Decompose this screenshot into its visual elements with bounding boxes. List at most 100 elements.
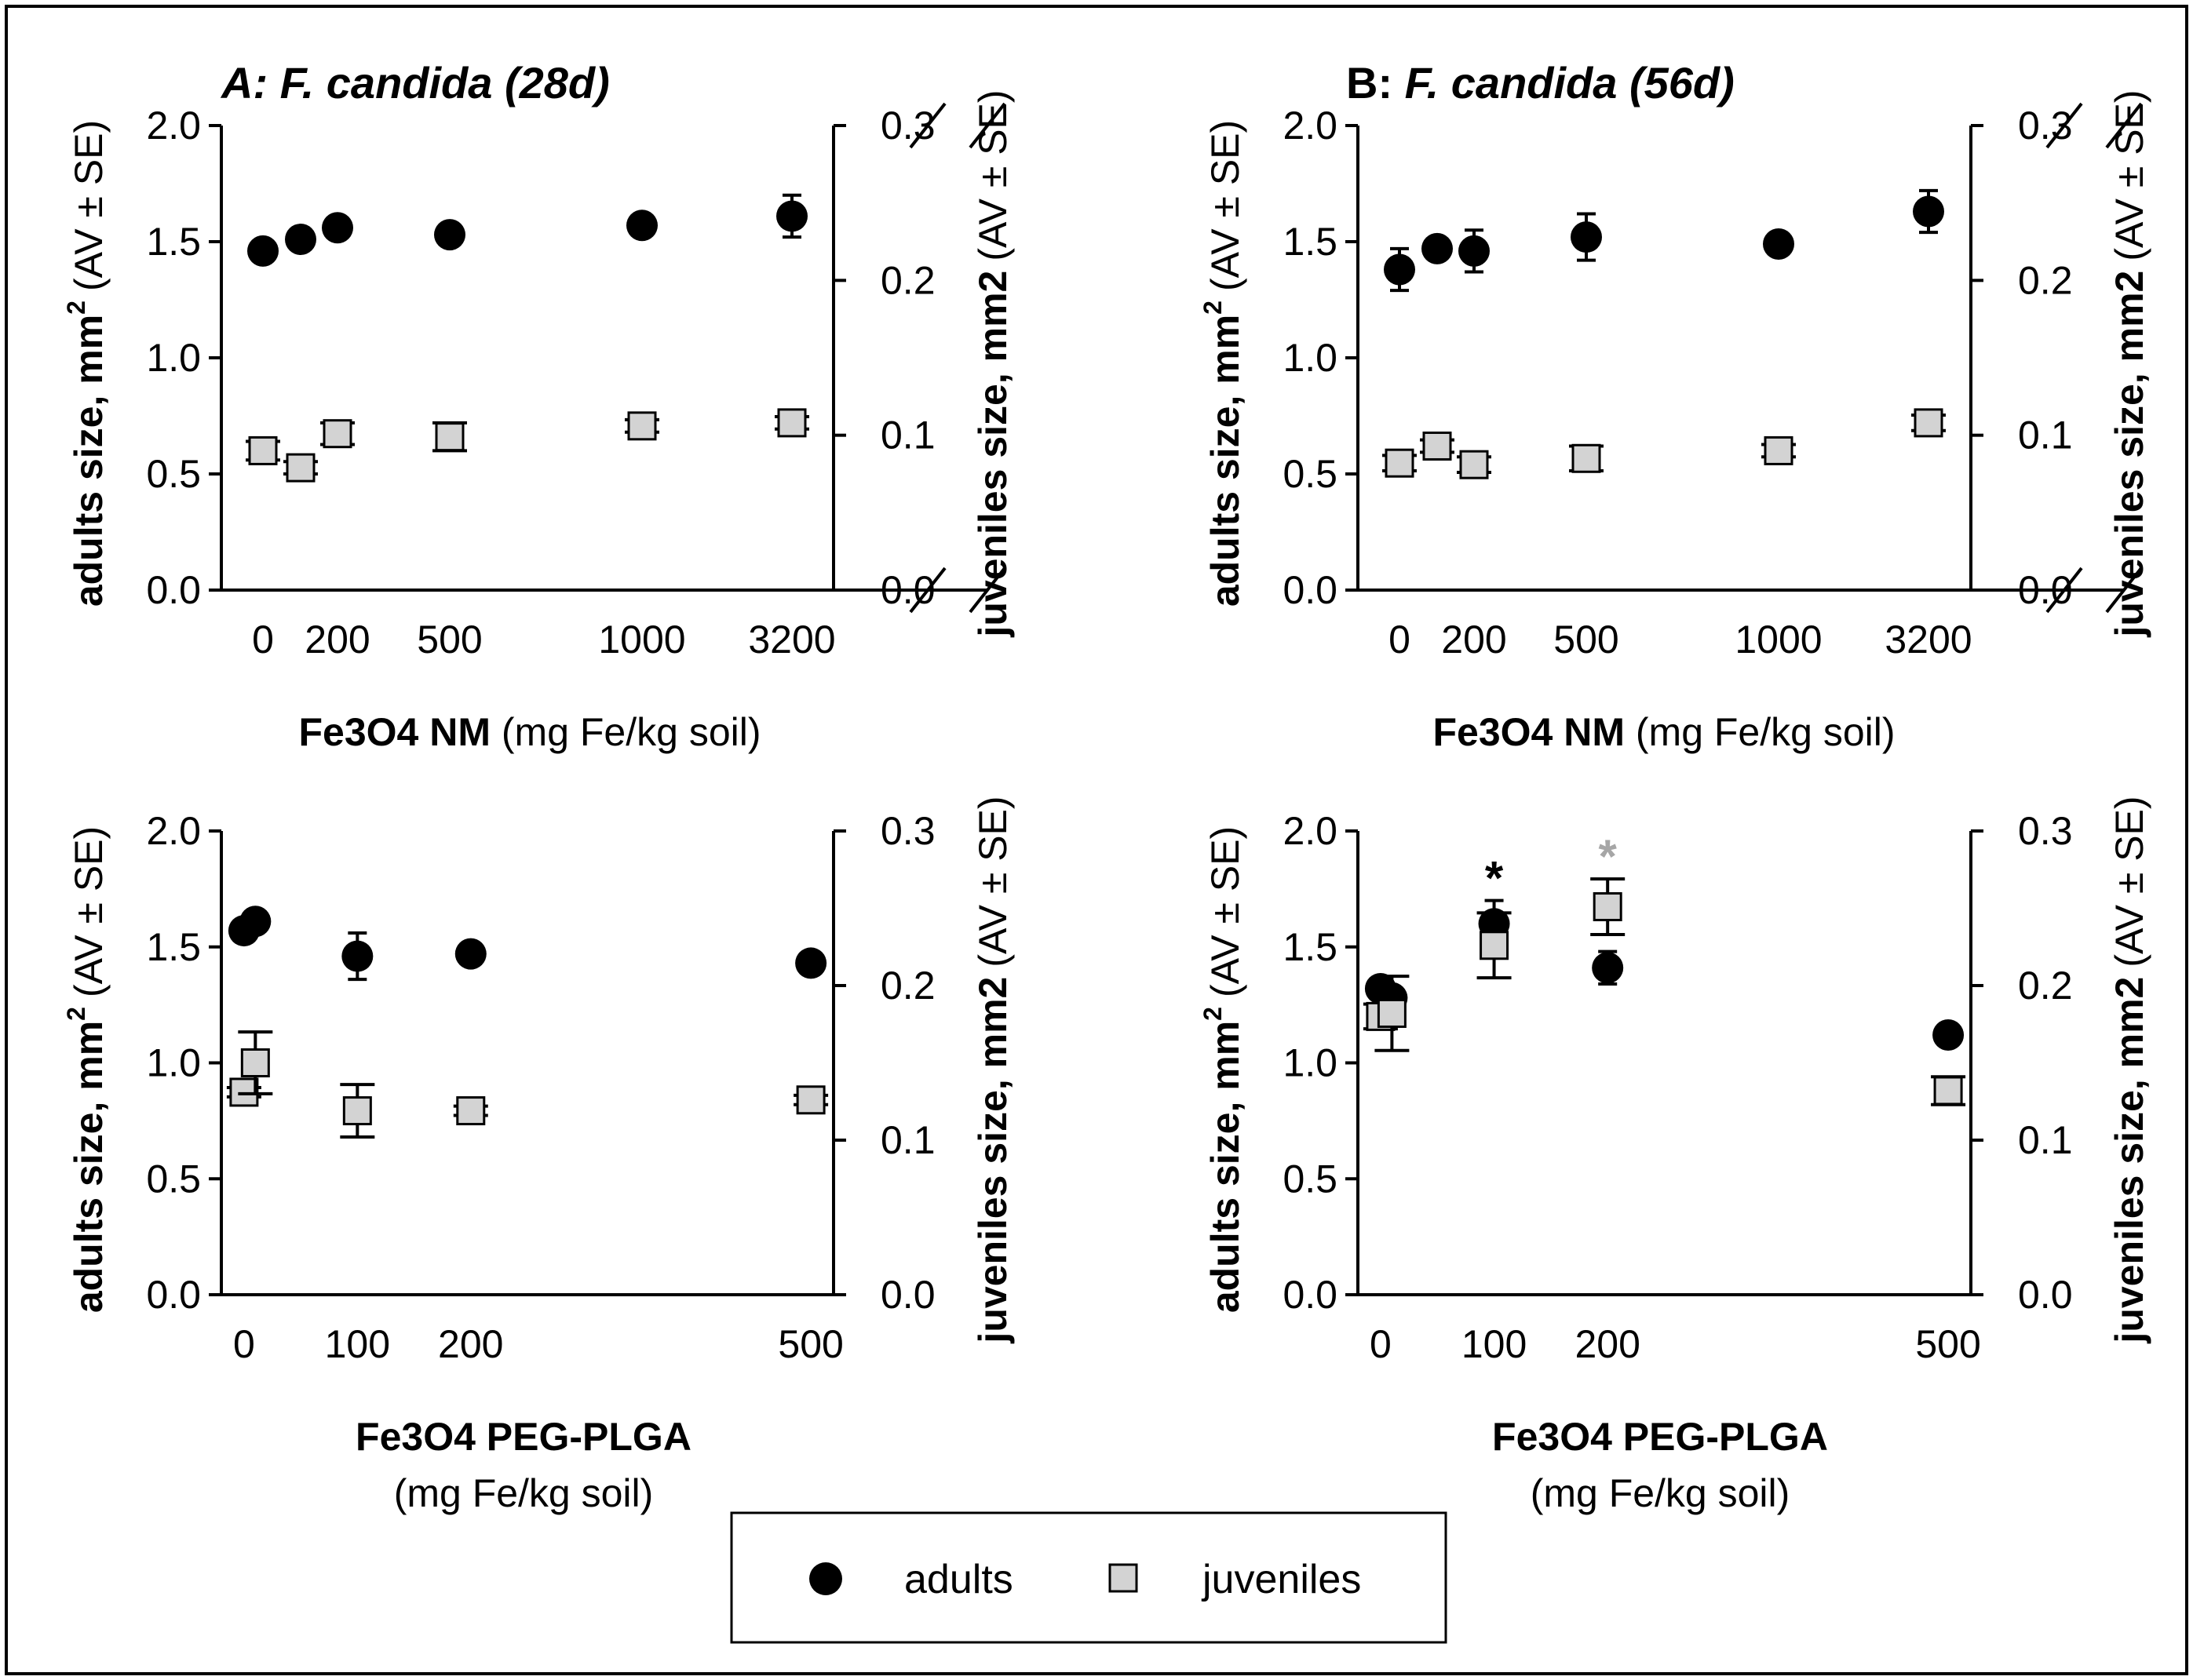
x-tick-label: 200: [438, 1322, 503, 1366]
panel-b-title: B: F. candida (56d): [1346, 58, 1735, 108]
adults-point: [1384, 253, 1415, 286]
x-tick-label: 0: [1370, 1322, 1392, 1366]
adults-point: [1421, 232, 1453, 264]
x-tick-label: 3200: [1885, 618, 1972, 661]
x-tick-label: 500: [417, 618, 482, 661]
axis-break-mark: [2105, 102, 2143, 149]
juveniles-point: [1571, 443, 1601, 473]
juveniles-point: [323, 419, 352, 449]
panel-b-xlabel: Fe3O4 NM (mg Fe/kg soil): [1432, 710, 1895, 754]
y-tick-label-left: 2.0: [146, 809, 201, 853]
panel-d-xlabel-title: Fe3O4 PEG-PLGA: [1492, 1415, 1828, 1459]
axis-break-mark: [969, 567, 1006, 614]
panel-d-xlabel-units: (mg Fe/kg soil): [1531, 1471, 1790, 1515]
adults-point: [1932, 1019, 1965, 1051]
x-tick-label: 500: [1915, 1322, 1980, 1366]
y-tick-label-right: 0.0: [881, 1273, 936, 1317]
x-tick-label: 3200: [748, 618, 835, 661]
y-tick-label-left: 0.5: [146, 452, 201, 496]
axis-break-mark: [2045, 567, 2083, 614]
y-tick-label-left: 0.0: [1283, 1273, 1337, 1317]
axis-break-mark: [969, 102, 1006, 149]
panel-b-ylabel-left: adults size, mm2(AV ± SE): [1199, 120, 1247, 607]
juveniles-point: [1764, 435, 1793, 465]
y-tick-label-left: 1.0: [146, 1041, 201, 1085]
y-tick-label-left: 1.0: [146, 336, 201, 380]
juveniles-point: [1459, 450, 1489, 479]
juveniles-point: [248, 435, 278, 465]
juveniles-point: [627, 411, 657, 441]
adults-point: [1571, 221, 1602, 253]
panel-d: 0.0 0.5 1.0 1.5 2.0 0.0 0.1 0.2 0.3 0 100 200 500 * *: [1283, 809, 2072, 1366]
y-tick-label-left: 1.5: [146, 925, 201, 969]
adults-point: [1458, 235, 1490, 267]
y-tick-label-left: 1.5: [146, 220, 201, 264]
y-tick-label-right: 0.3: [881, 104, 936, 148]
x-tick-label: 200: [305, 618, 370, 661]
adults-point: [341, 940, 374, 972]
y-tick-label-right: 0.0: [2018, 1273, 2073, 1317]
y-tick-label-left: 2.0: [1283, 809, 1337, 853]
x-tick-label: 1000: [1735, 618, 1822, 661]
panel-a-ylabel-left: adults size, mm2(AV ± SE): [62, 120, 111, 607]
x-tick-label: 500: [778, 1322, 843, 1366]
adults-point: [1592, 952, 1624, 984]
adults-point: [626, 210, 658, 242]
legend-adults-label: adults: [904, 1557, 1013, 1602]
adults-point: [322, 212, 353, 244]
adults-point: [776, 200, 808, 232]
juveniles-point: [1933, 1076, 1963, 1106]
y-tick-label-right: 0.3: [881, 809, 936, 853]
x-tick-label: 500: [1553, 618, 1618, 661]
legend-juveniles-marker: [1108, 1563, 1138, 1593]
axis-break-mark: [909, 102, 947, 149]
y-tick-label-left: 0.0: [1283, 568, 1337, 612]
y-tick-label-right: 0.2: [881, 964, 936, 1008]
panel-d-ylabel-right: juveniles size, mm2(AV ± SE): [2107, 796, 2151, 1343]
x-tick-label: 200: [1441, 618, 1506, 661]
adults-point: [454, 938, 487, 970]
y-tick-label-left: 0.5: [1283, 1157, 1337, 1201]
x-tick-label: 0: [252, 618, 274, 661]
panel-c-xlabel-title: Fe3O4 PEG-PLGA: [356, 1415, 691, 1459]
legend-adults-marker: [809, 1562, 842, 1595]
juveniles-point: [796, 1085, 826, 1115]
adults-point: [247, 235, 279, 267]
y-tick-label-right: 0.1: [881, 414, 936, 457]
y-tick-label-right: 0.3: [2018, 809, 2073, 853]
panel-a-title: A: F. candida (28d): [220, 58, 610, 108]
panel-b: 0.0 0.5 1.0 1.5 2.0 0.0 0.1 0.2 0.3 0 200 500 1000 32…: [1283, 102, 2143, 661]
y-tick-label-right: 0.0: [2018, 568, 2073, 612]
y-tick-label-left: 0.5: [146, 1157, 201, 1201]
juveniles-point: [286, 453, 316, 483]
x-tick-label: 1000: [598, 618, 685, 661]
adults-point: [1913, 195, 1944, 228]
x-tick-label: 0: [1388, 618, 1410, 661]
y-tick-label-right: 0.2: [2018, 258, 2073, 302]
y-tick-label-left: 0.0: [146, 1273, 201, 1317]
panel-a-ylabel-right: juveniles size, mm2(AV ± SE): [971, 89, 1015, 637]
adults-point: [285, 224, 316, 256]
y-tick-label-left: 2.0: [1283, 104, 1337, 148]
x-tick-label: 100: [325, 1322, 390, 1366]
juveniles-point: [456, 1096, 486, 1126]
x-tick-label: 0: [233, 1322, 255, 1366]
y-tick-label-right: 0.1: [881, 1118, 936, 1162]
juveniles-point: [1422, 431, 1452, 461]
juveniles-point: [435, 422, 465, 452]
y-tick-label-right: 0.0: [881, 568, 936, 612]
panel-c: 0.0 0.5 1.0 1.5 2.0 0.0 0.1 0.2 0.3 0 100 200 500: [146, 809, 935, 1366]
y-tick-label-right: 0.1: [2018, 414, 2073, 457]
juveniles-point: [240, 1048, 270, 1077]
x-tick-label: 200: [1575, 1322, 1640, 1366]
panel-c-ylabel-right: juveniles size, mm2(AV ± SE): [971, 796, 1015, 1343]
panels: 0.00.51.01.52.00.00.10.20.30 200 500 1000 32…: [146, 102, 2143, 1366]
adults-point: [795, 947, 827, 979]
juveniles-point: [1593, 892, 1622, 922]
adults-point: [1763, 228, 1794, 260]
y-tick-label-right: 0.2: [881, 258, 936, 302]
axis-break-mark: [2045, 102, 2083, 149]
axis-break-mark: [909, 567, 947, 614]
y-tick-label-left: 1.0: [1283, 1041, 1337, 1085]
